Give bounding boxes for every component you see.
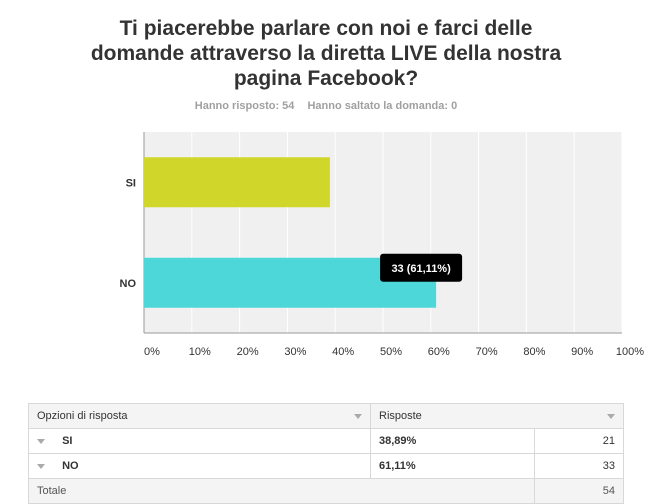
percent-cell: 61,11% (369, 453, 536, 479)
percent-cell: 38,89% (369, 428, 536, 454)
total-label: Totale (27, 478, 536, 504)
sort-options-icon[interactable] (354, 414, 362, 419)
total-row: Totale 54 (27, 478, 624, 504)
x-tick-label: 100% (616, 346, 644, 358)
skipped-count: Hanno saltato la domanda: 0 (307, 100, 458, 112)
question-title: Ti piacerebbe parlare con noi e farci de… (90, 17, 562, 90)
category-label: SI (126, 177, 136, 189)
sort-responses-icon[interactable] (607, 414, 615, 419)
expand-row-icon[interactable] (37, 438, 45, 444)
data-tooltip (380, 253, 463, 282)
count-cell: 33 (534, 453, 624, 479)
x-tick-label: 10% (189, 346, 211, 358)
count-cell: 21 (534, 428, 624, 454)
bar-chart: 0% 10% 20% 30% 40% 50% 60% 70% 80% 90% 100% SI NO 33 … (120, 132, 644, 358)
response-stats: Hanno risposto: 54 Hanno saltato la doma… (0, 100, 652, 112)
x-tick-label: 50% (380, 346, 402, 358)
table-row[interactable]: NO 61,11% 33 (28, 453, 624, 479)
answered-count: Hanno risposto: 54 (194, 100, 295, 112)
x-tick-label: 20% (237, 346, 259, 358)
total-count: 54 (534, 478, 624, 504)
option-label: SI (62, 435, 73, 447)
x-tick-label: 70% (476, 346, 498, 358)
answers-table: Opzioni di risposta Risposte SI 38,89% 2… (27, 403, 624, 504)
x-tick-label: 40% (332, 346, 354, 358)
x-tick-label: 60% (428, 346, 450, 358)
option-label: NO (62, 460, 79, 472)
x-tick-label: 80% (523, 346, 545, 358)
x-tick-label: 30% (284, 346, 306, 358)
header-responses-label: Risposte (379, 410, 422, 422)
header-options-label: Opzioni di risposta (37, 410, 128, 422)
expand-row-icon[interactable] (37, 463, 45, 469)
table-row[interactable]: SI 38,89% 21 (28, 428, 624, 454)
option-cell: SI (28, 428, 371, 454)
header-options[interactable]: Opzioni di risposta (28, 403, 371, 429)
bar-si (144, 157, 330, 208)
category-label: NO (120, 278, 137, 290)
x-tick-label: 90% (571, 346, 593, 358)
option-cell: NO (28, 453, 371, 479)
data-label: 33 (61,11%) (391, 263, 451, 275)
header-responses[interactable]: Risposte (370, 403, 624, 429)
x-tick-label: 0% (144, 346, 160, 358)
